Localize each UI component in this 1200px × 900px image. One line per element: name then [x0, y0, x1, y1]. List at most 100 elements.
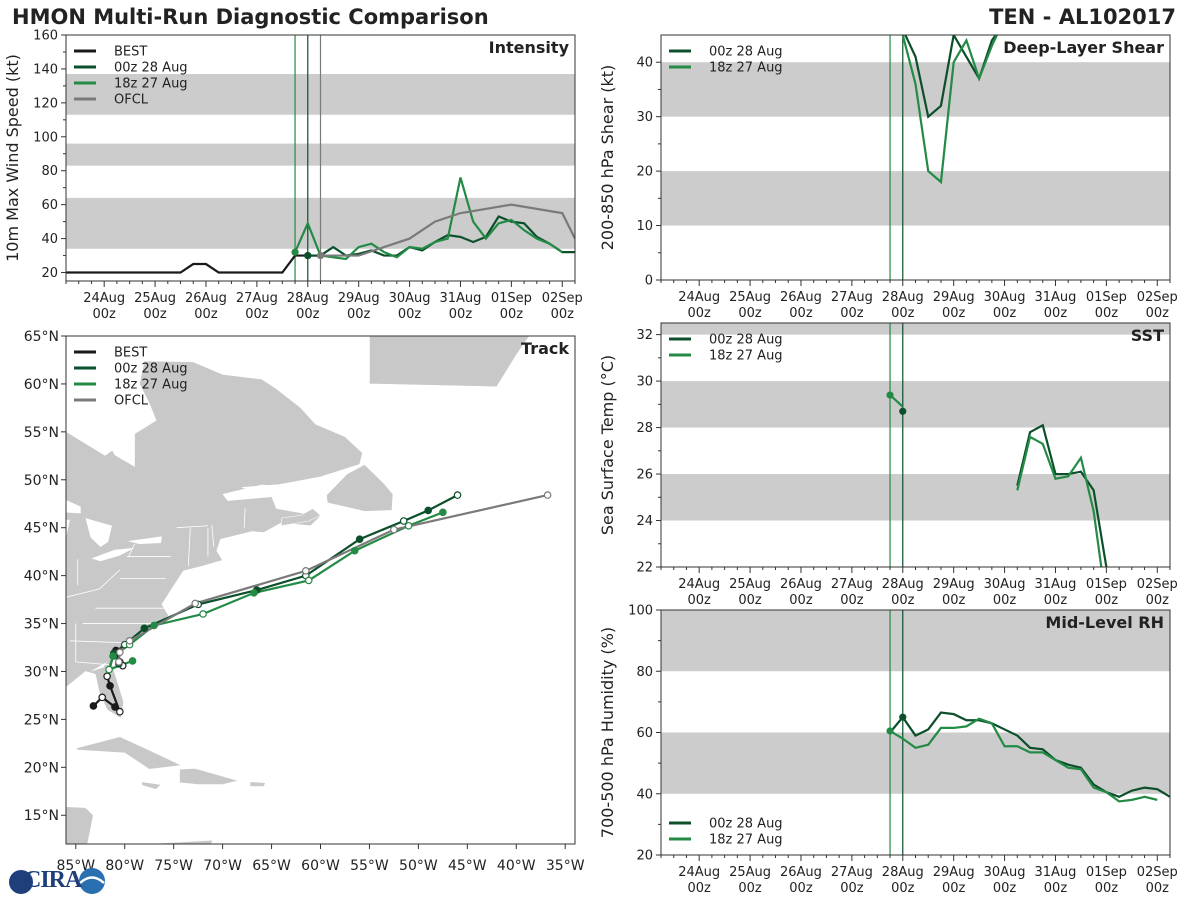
x-tick-sublabel: 00z: [993, 881, 1017, 896]
y-tick-label: 30: [636, 375, 653, 390]
central-america-land: [66, 806, 94, 844]
x-tick-sublabel: 00z: [1146, 593, 1170, 608]
series-group: [66, 177, 575, 274]
y-tick-label: 100: [628, 604, 653, 619]
lon-tick-label: 70°W: [203, 858, 242, 874]
y-tick-label: 140: [33, 62, 58, 77]
x-tick-label: 24Aug: [678, 865, 720, 880]
y-tick-label: 24: [636, 514, 653, 529]
track-point: [116, 707, 124, 716]
shaded-band: [661, 171, 1170, 226]
legend-entry: 00z 28 Aug: [114, 362, 188, 377]
lake-ontario: [127, 536, 162, 544]
x-tick-sublabel: 00z: [942, 881, 966, 896]
lon-tick-label: 60°W: [301, 858, 340, 874]
y-tick-label: 26: [636, 468, 653, 483]
x-tick-label: 02Sep: [1137, 577, 1178, 592]
state-boundary: [243, 508, 246, 528]
legend: [669, 49, 691, 69]
track-line: [92, 647, 124, 713]
x-tick-sublabel: 00z: [840, 881, 864, 896]
x-tick-label: 28Aug: [882, 290, 924, 305]
series-line: [294, 177, 563, 261]
x-tick-sublabel: 00z: [92, 307, 116, 322]
lat-tick-label: 55°N: [24, 425, 59, 441]
lon-tick-label: 50°W: [399, 858, 438, 874]
state-boundary: [128, 543, 135, 557]
legend-entry: 18z 27 Aug: [114, 378, 188, 393]
y-tick-label: 28: [636, 421, 653, 436]
x-tick-sublabel: 00z: [551, 307, 575, 322]
cape-breton-land: [281, 508, 322, 527]
y-tick-label: 30: [636, 110, 653, 125]
track-point: [390, 525, 398, 534]
x-tick-label: 27Aug: [831, 290, 873, 305]
lat-tick-label: 60°N: [24, 377, 59, 393]
y-axis-label: 700-500 hPa Humidity (%): [598, 627, 617, 838]
x-tick-label: 31Aug: [440, 291, 482, 306]
x-tick-label: 29Aug: [338, 291, 380, 306]
x-tick-label: 25Aug: [729, 290, 771, 305]
x-tick-sublabel: 00z: [789, 593, 813, 608]
x-tick-label: 02Sep: [542, 291, 583, 306]
x-tick-label: 31Aug: [1035, 577, 1077, 592]
shaded-band: [661, 323, 1170, 335]
lake-huron: [85, 518, 113, 547]
track-point: [111, 703, 119, 711]
x-tick-sublabel: 00z: [1044, 881, 1068, 896]
x-tick-sublabel: 00z: [687, 881, 711, 896]
series-line: [1016, 435, 1103, 567]
track-point: [302, 567, 310, 575]
track-point: [439, 508, 447, 517]
state-boundary: [75, 661, 110, 666]
x-tick-sublabel: 00z: [687, 593, 711, 608]
x-tick-sublabel: 00z: [500, 307, 524, 322]
state-boundary: [66, 588, 100, 598]
panel-title: Mid-Level RH: [1045, 613, 1164, 632]
series-group: [886, 391, 1108, 567]
x-tick-sublabel: 00z: [891, 881, 915, 896]
track-point: [116, 648, 124, 657]
x-tick-sublabel: 00z: [891, 593, 915, 608]
lon-tick-label: 40°W: [497, 858, 536, 874]
jamaica-land: [140, 781, 162, 790]
series-marker: [899, 713, 907, 721]
lake-erie: [91, 547, 135, 562]
x-tick-label: 01Sep: [1086, 577, 1127, 592]
x-tick-label: 30Aug: [389, 291, 431, 306]
x-tick-sublabel: 00z: [1146, 306, 1170, 321]
x-tick-label: 28Aug: [882, 865, 924, 880]
lon-tick-label: 35°W: [546, 858, 585, 874]
x-tick-label: 30Aug: [984, 865, 1026, 880]
x-tick-label: 26Aug: [185, 291, 227, 306]
x-tick-sublabel: 00z: [1044, 306, 1068, 321]
lat-tick-label: 30°N: [24, 664, 59, 680]
north-america-land: [66, 360, 363, 719]
state-boundary: [99, 569, 121, 590]
south-america-land: [144, 839, 214, 844]
series-line: [889, 717, 1158, 803]
series-group: [886, 711, 1170, 803]
track-point: [103, 672, 111, 681]
legend: [669, 821, 691, 841]
y-tick-label: 60: [636, 726, 653, 741]
track-point: [355, 535, 364, 544]
y-tick-label: 160: [33, 29, 58, 44]
x-tick-label: 01Sep: [491, 291, 532, 306]
x-tick-sublabel: 00z: [1095, 881, 1119, 896]
x-tick-label: 30Aug: [984, 290, 1026, 305]
x-tick-sublabel: 00z: [296, 307, 320, 322]
lat-tick-label: 35°N: [24, 617, 59, 633]
series-marker: [886, 727, 894, 735]
series-marker: [304, 251, 312, 260]
x-tick-label: 24Aug: [678, 290, 720, 305]
legend-entry: 18z 27 Aug: [709, 349, 783, 364]
x-tick-sublabel: 00z: [1095, 593, 1119, 608]
page-title: HMON Multi-Run Diagnostic Comparison: [12, 5, 489, 29]
track-point: [115, 658, 123, 666]
series-line: [889, 711, 1170, 799]
shaded-band: [661, 474, 1170, 521]
lake-michigan: [66, 519, 70, 538]
legend-entry: 18z 27 Aug: [709, 833, 783, 848]
y-tick-label: 0: [645, 274, 653, 289]
